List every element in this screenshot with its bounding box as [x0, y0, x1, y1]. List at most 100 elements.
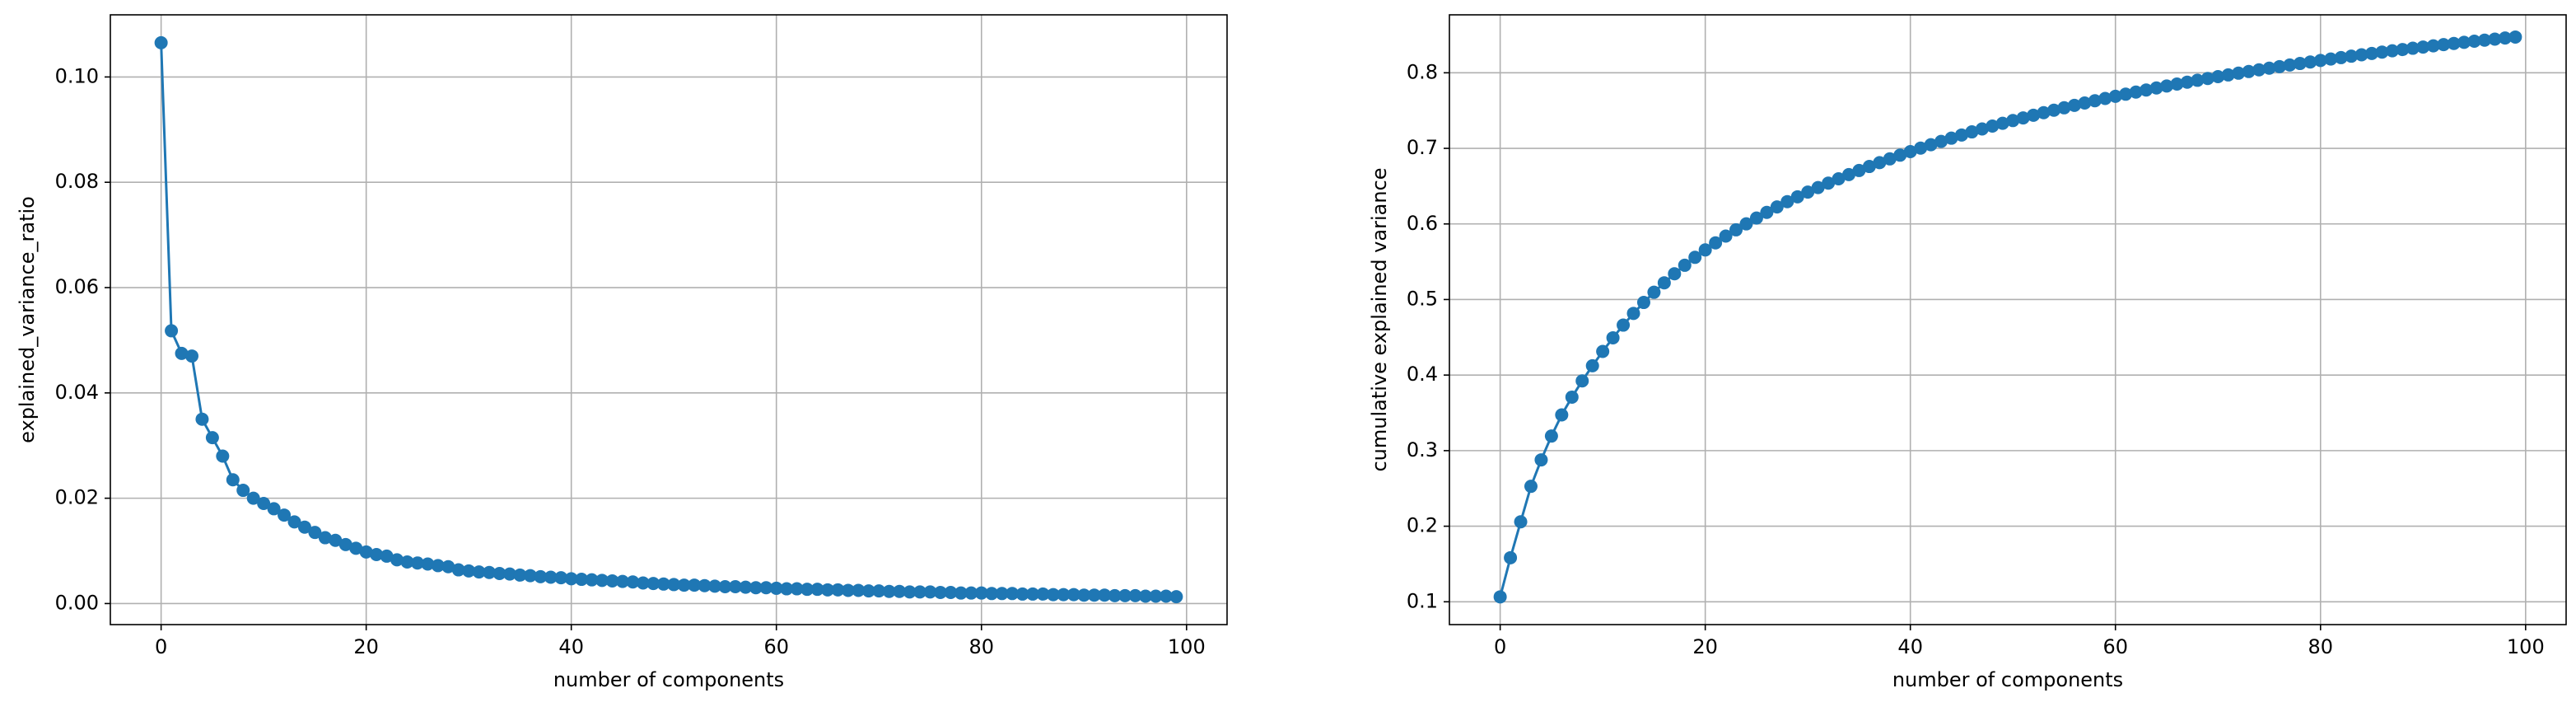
x-axis-label: number of components	[1892, 668, 2123, 691]
marker	[338, 537, 352, 551]
marker	[1832, 172, 1846, 186]
marker	[441, 560, 455, 574]
marker	[903, 585, 917, 599]
marker	[513, 568, 527, 582]
marker	[821, 583, 835, 597]
marker	[2057, 101, 2071, 115]
marker	[872, 584, 886, 598]
marker	[1057, 588, 1071, 602]
marker	[1596, 344, 1610, 358]
marker	[2067, 98, 2081, 112]
marker	[2324, 52, 2338, 66]
marker	[2221, 68, 2235, 82]
marker	[165, 324, 179, 338]
marker	[431, 559, 445, 573]
marker	[1841, 167, 1855, 181]
marker	[1862, 160, 1876, 174]
marker	[2396, 43, 2410, 57]
x-tick-label: 60	[2102, 635, 2128, 658]
marker	[626, 575, 640, 589]
x-tick-label: 100	[1168, 635, 1206, 658]
marker	[1534, 453, 1548, 467]
marker	[1159, 589, 1173, 603]
marker	[380, 549, 394, 563]
marker	[1087, 588, 1101, 602]
y-tick-label: 0.3	[1407, 438, 1438, 461]
marker	[2140, 83, 2154, 97]
marker	[1149, 589, 1163, 603]
marker	[2354, 48, 2368, 62]
marker	[2488, 32, 2502, 46]
marker	[1555, 408, 1569, 422]
marker	[2027, 108, 2041, 122]
marker	[2478, 33, 2492, 47]
marker	[2160, 79, 2174, 93]
marker	[718, 579, 732, 593]
marker	[451, 563, 465, 577]
y-tick-label: 0.6	[1407, 212, 1438, 235]
marker	[1739, 217, 1753, 231]
marker	[954, 586, 968, 600]
marker	[728, 579, 742, 593]
marker	[2098, 91, 2112, 105]
y-tick-label: 0.00	[55, 591, 99, 614]
marker	[554, 571, 568, 585]
marker	[1790, 190, 1804, 204]
marker	[2437, 38, 2451, 52]
line	[160, 42, 1177, 598]
marker	[1944, 131, 1958, 145]
subplot: 0 20 40 60 80 100 0.00 0.02 0.04 0.06 0.08 0.10 numb…	[16, 14, 1228, 691]
axes-frame	[110, 14, 1228, 625]
x-tick-label: 40	[1897, 635, 1923, 658]
marker	[2457, 35, 2471, 49]
marker	[1749, 211, 1763, 225]
marker	[1617, 318, 1631, 332]
y-tick-label: 0.2	[1407, 514, 1438, 537]
marker	[2170, 77, 2184, 91]
marker	[1036, 587, 1050, 601]
marker	[390, 553, 404, 567]
marker	[2293, 57, 2307, 71]
x-axis-label: number of components	[553, 668, 784, 691]
marker	[462, 564, 476, 578]
x-tick-label: 20	[353, 635, 379, 658]
marker	[2119, 87, 2133, 101]
marker	[297, 520, 311, 534]
marker	[257, 497, 271, 511]
marker	[2334, 50, 2348, 64]
marker	[749, 581, 763, 595]
marker	[2416, 40, 2430, 54]
marker	[1780, 194, 1794, 208]
marker	[2006, 114, 2020, 128]
marker	[2211, 70, 2225, 84]
y-tick-label: 0.08	[55, 170, 99, 193]
marker	[1575, 374, 1589, 388]
marker	[2345, 49, 2359, 63]
marker	[359, 545, 373, 559]
marker	[2303, 55, 2317, 69]
marker	[1852, 163, 1866, 177]
marker	[1626, 307, 1640, 321]
marker	[861, 584, 875, 598]
marker	[893, 584, 907, 598]
marker	[739, 580, 753, 594]
marker	[1719, 229, 1733, 243]
marker	[1873, 156, 1887, 170]
marker	[1698, 243, 1712, 257]
marker	[2129, 85, 2143, 99]
marker	[1647, 285, 1661, 299]
marker	[483, 565, 497, 579]
marker	[1636, 296, 1650, 310]
marker	[933, 586, 947, 600]
marker	[656, 577, 670, 591]
y-tick-label: 0.02	[55, 486, 99, 509]
y-tick-label: 0.06	[55, 275, 99, 298]
marker	[1760, 205, 1774, 219]
marker	[544, 570, 558, 584]
marker	[615, 574, 629, 588]
marker	[1893, 148, 1907, 162]
axes-frame	[1449, 14, 2567, 625]
marker	[2037, 105, 2051, 119]
marker	[1995, 116, 2009, 130]
